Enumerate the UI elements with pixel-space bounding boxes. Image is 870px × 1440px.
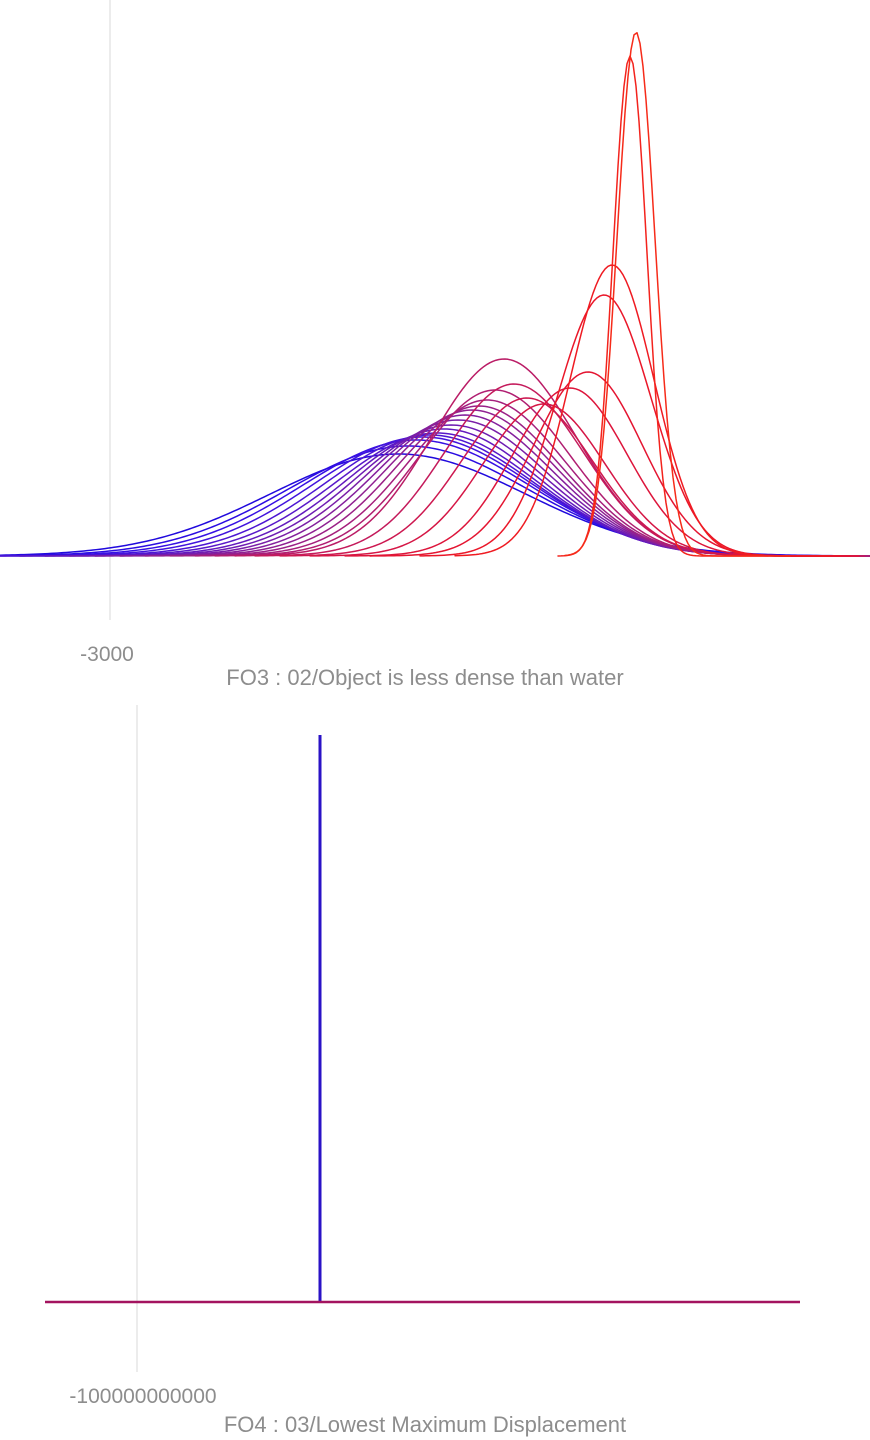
fo3-density-chart-canvas	[0, 0, 870, 620]
fo3-x-axis-tick-label: -3000	[80, 643, 134, 666]
fo4-density-chart-canvas	[45, 705, 800, 1372]
fo4-chart-title: FO4 : 03/Lowest Maximum Displacement	[223, 1412, 627, 1437]
fo3-chart-title: FO3 : 02/Object is less dense than water	[226, 665, 624, 690]
fo4-x-axis-tick-label: -100000000000	[69, 1385, 217, 1408]
